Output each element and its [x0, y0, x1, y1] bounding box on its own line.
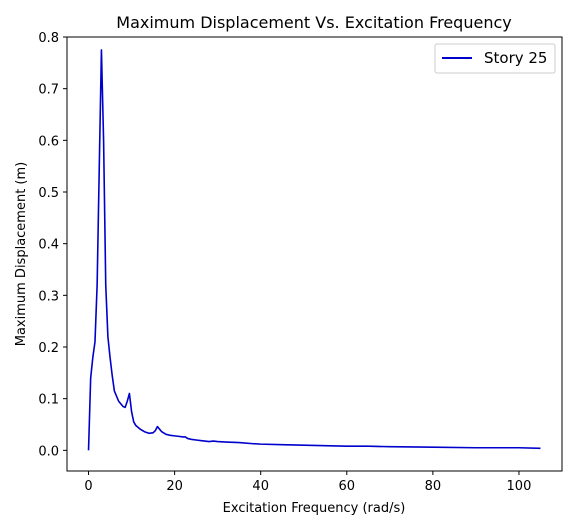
- y-tick-label: 0.8: [38, 31, 59, 46]
- y-tick-label: 0.6: [38, 134, 59, 149]
- y-axis-label: Maximum Displacement (m): [14, 162, 29, 347]
- x-tick-label: 40: [252, 479, 269, 494]
- series-line-story-25: [87, 49, 541, 451]
- y-tick-label: 0.2: [38, 341, 59, 356]
- series-layer: [87, 49, 541, 451]
- y-axis-ticks: 0.0 0.1 0.2 0.3 0.4 0.5 0.6 0.7 0.8: [38, 31, 67, 459]
- x-tick-label: 100: [507, 479, 532, 494]
- x-tick-label: 0: [84, 479, 92, 494]
- y-tick-label: 0.7: [38, 83, 59, 98]
- x-tick-label: 20: [166, 479, 183, 494]
- y-tick-label: 0.1: [38, 393, 59, 408]
- legend-label-story-25: Story 25: [484, 49, 547, 67]
- x-axis-label: Excitation Frequency (rad/s): [223, 501, 406, 516]
- x-tick-label: 80: [425, 479, 442, 494]
- x-axis-ticks: 0 20 40 60 80 100: [84, 471, 531, 494]
- y-tick-label: 0.5: [38, 186, 59, 201]
- legend: Story 25: [434, 43, 556, 74]
- y-tick-label: 0.4: [38, 238, 59, 253]
- plot-frame: [66, 36, 563, 472]
- y-tick-label: 0.0: [38, 444, 59, 459]
- legend-box: [434, 43, 556, 74]
- chart-title: Maximum Displacement Vs. Excitation Freq…: [116, 13, 511, 32]
- y-tick-label: 0.3: [38, 289, 59, 304]
- x-tick-label: 60: [339, 479, 356, 494]
